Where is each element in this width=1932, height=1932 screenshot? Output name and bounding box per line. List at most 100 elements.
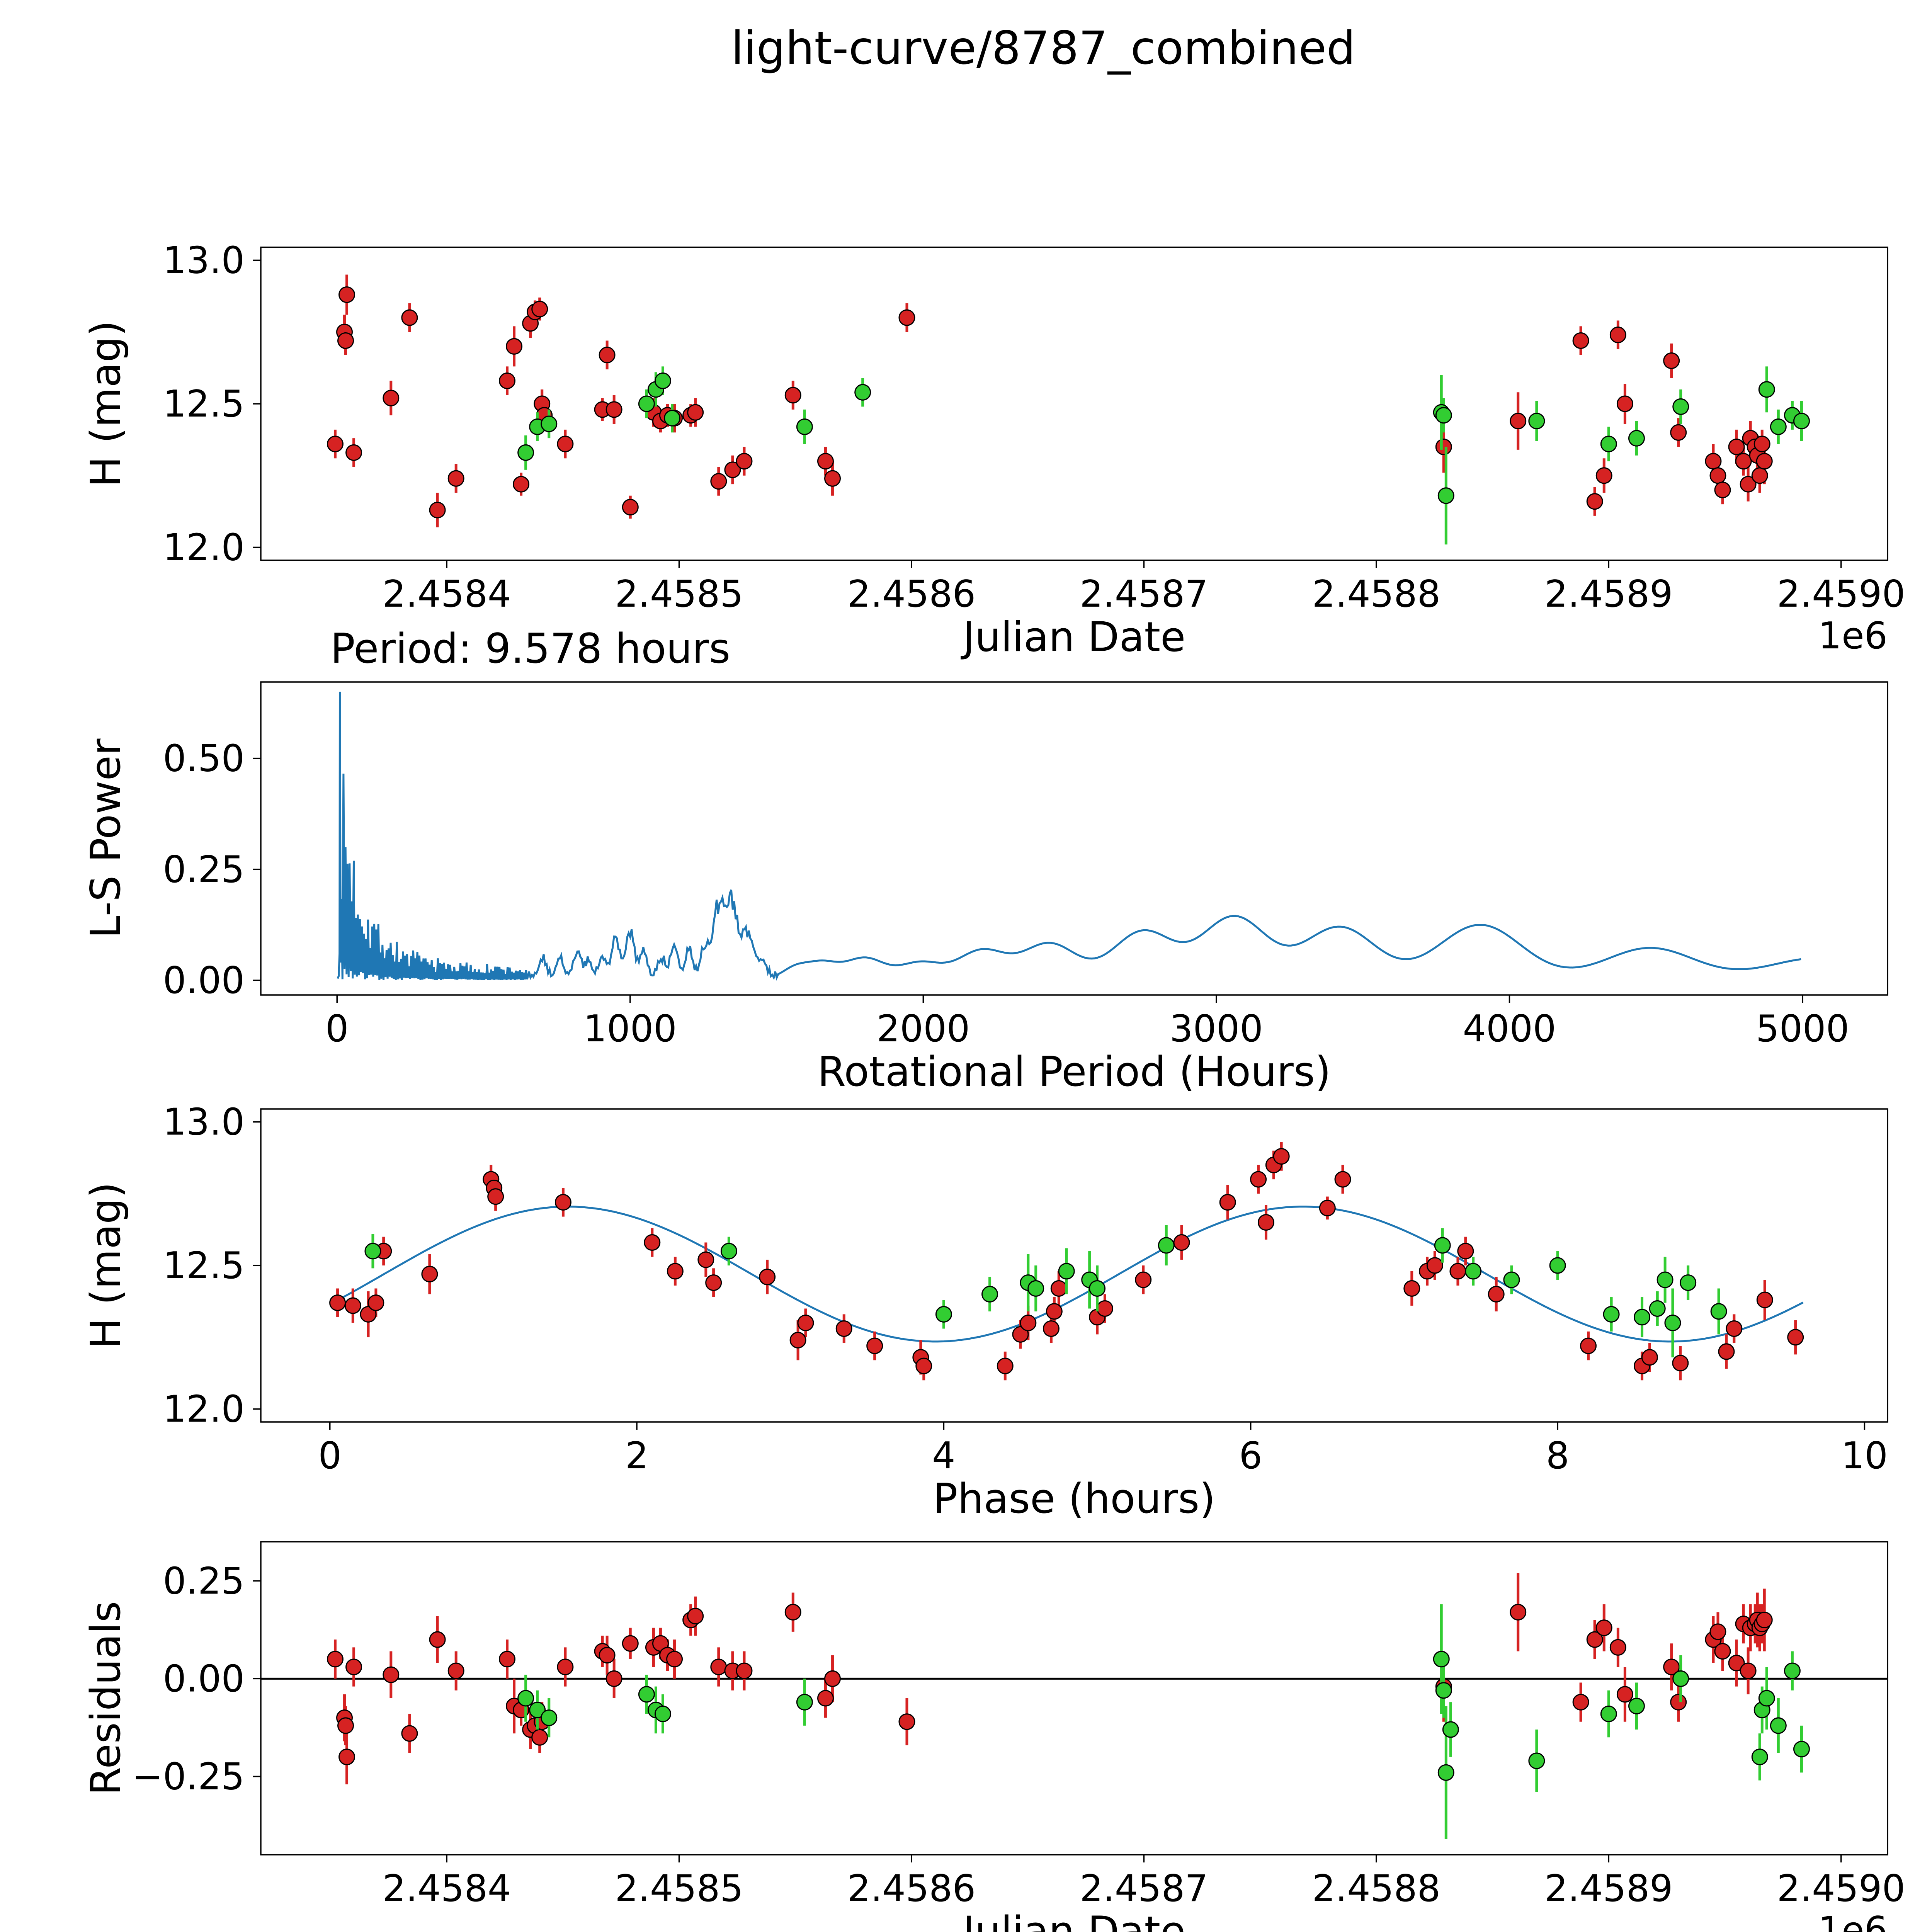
data-point bbox=[337, 1717, 354, 1734]
data-point bbox=[1465, 1263, 1482, 1280]
data-point bbox=[1628, 430, 1645, 447]
data-point bbox=[1158, 1237, 1175, 1254]
axes-frame bbox=[260, 1108, 1888, 1423]
data-point bbox=[401, 1725, 418, 1742]
data-point bbox=[817, 453, 834, 470]
data-point bbox=[654, 372, 671, 389]
data-point bbox=[1649, 1300, 1666, 1317]
data-point bbox=[1510, 413, 1527, 430]
data-point bbox=[1709, 467, 1726, 484]
series-red-phase bbox=[329, 1142, 1804, 1381]
data-point bbox=[1714, 1643, 1731, 1660]
data-point bbox=[541, 415, 558, 432]
data-point bbox=[1096, 1300, 1113, 1317]
data-point bbox=[1770, 418, 1787, 435]
data-point bbox=[796, 1694, 813, 1711]
data-point bbox=[1510, 1604, 1527, 1621]
data-point bbox=[529, 1701, 546, 1718]
x-axis-label: Julian Date bbox=[961, 1908, 1186, 1932]
data-point bbox=[1784, 1662, 1801, 1679]
data-point bbox=[1488, 1286, 1505, 1303]
data-point bbox=[1680, 1274, 1697, 1291]
data-point bbox=[1046, 1303, 1063, 1320]
data-point bbox=[383, 1666, 400, 1683]
data-point bbox=[421, 1265, 438, 1282]
data-point bbox=[1442, 1721, 1459, 1738]
y-tick-label: 0.00 bbox=[163, 959, 245, 1002]
data-point bbox=[1426, 1257, 1443, 1274]
data-point bbox=[1616, 395, 1633, 412]
data-point bbox=[1756, 453, 1773, 470]
data-point bbox=[687, 404, 704, 421]
x-offset-label: 1e6 bbox=[1818, 1909, 1888, 1932]
data-point bbox=[1027, 1280, 1044, 1297]
data-point bbox=[1609, 327, 1626, 344]
data-point bbox=[1751, 1748, 1768, 1765]
series-green-lightcurve bbox=[517, 366, 1810, 545]
data-point bbox=[720, 1243, 737, 1260]
data-point bbox=[1770, 1717, 1787, 1734]
data-point bbox=[1572, 1694, 1589, 1711]
y-tick-label: 0.00 bbox=[163, 1658, 245, 1700]
series-green-residuals bbox=[517, 1604, 1810, 1839]
data-point bbox=[736, 1662, 753, 1679]
x-offset-label: 1e6 bbox=[1818, 615, 1888, 657]
figure-title: light-curve/8787_combined bbox=[731, 21, 1355, 75]
data-point bbox=[541, 1709, 558, 1726]
data-point bbox=[697, 1251, 714, 1268]
data-point bbox=[1449, 1263, 1466, 1280]
data-point bbox=[1758, 1690, 1775, 1707]
data-point bbox=[1634, 1309, 1651, 1326]
data-point bbox=[327, 435, 344, 452]
x-tick-label: 0 bbox=[325, 1008, 349, 1050]
y-axis-label: L-S Power bbox=[82, 738, 129, 938]
data-point bbox=[1663, 352, 1680, 369]
data-point bbox=[824, 470, 841, 487]
data-point bbox=[337, 332, 354, 349]
data-point bbox=[622, 499, 639, 516]
data-point bbox=[1753, 435, 1770, 452]
y-tick-label: 0.50 bbox=[163, 738, 245, 780]
data-point bbox=[338, 286, 355, 303]
y-tick-label: 12.5 bbox=[163, 1245, 245, 1287]
data-point bbox=[1050, 1280, 1067, 1297]
data-point bbox=[1528, 413, 1545, 430]
data-point bbox=[1670, 1694, 1687, 1711]
data-point bbox=[1793, 413, 1810, 430]
data-point bbox=[1273, 1148, 1290, 1165]
data-point bbox=[997, 1357, 1014, 1374]
data-point bbox=[531, 1729, 548, 1746]
data-point bbox=[517, 444, 534, 461]
data-point bbox=[517, 1690, 534, 1707]
data-point bbox=[344, 1297, 361, 1314]
data-point bbox=[499, 1651, 516, 1668]
data-point bbox=[1663, 1658, 1680, 1675]
periodogram-line bbox=[337, 692, 1801, 981]
data-point bbox=[1705, 453, 1722, 470]
data-point bbox=[687, 1607, 704, 1624]
y-tick-label: −0.25 bbox=[132, 1756, 245, 1798]
data-point bbox=[724, 461, 741, 478]
data-point bbox=[599, 347, 616, 364]
data-point bbox=[1628, 1697, 1645, 1714]
data-point bbox=[554, 1194, 571, 1211]
data-point bbox=[1020, 1315, 1037, 1332]
x-axis-label: Phase (hours) bbox=[933, 1475, 1216, 1522]
data-point bbox=[1580, 1337, 1597, 1354]
data-point bbox=[784, 387, 801, 404]
data-point bbox=[1586, 1631, 1603, 1648]
data-point bbox=[1586, 493, 1603, 510]
data-point bbox=[1435, 438, 1452, 455]
data-point bbox=[1758, 381, 1775, 398]
panel-residuals: 2.4584 2.4585 2.4586 2.4587 2.4588 2.4589 2.45… bbox=[82, 1541, 1905, 1932]
x-tick-label: 2.4587 bbox=[1080, 1867, 1208, 1910]
data-point bbox=[1457, 1243, 1474, 1260]
x-tick-label: 2.4584 bbox=[383, 573, 511, 616]
x-tick-label: 2.4586 bbox=[847, 573, 976, 616]
data-point bbox=[824, 1670, 841, 1687]
data-point bbox=[1437, 1764, 1454, 1781]
panel-phase: 0 2 4 6 8 10 12.0 12.5 13.0 Phase (hours) H (mag) bbox=[82, 1101, 1888, 1522]
data-point bbox=[513, 476, 530, 493]
data-point bbox=[759, 1269, 776, 1286]
